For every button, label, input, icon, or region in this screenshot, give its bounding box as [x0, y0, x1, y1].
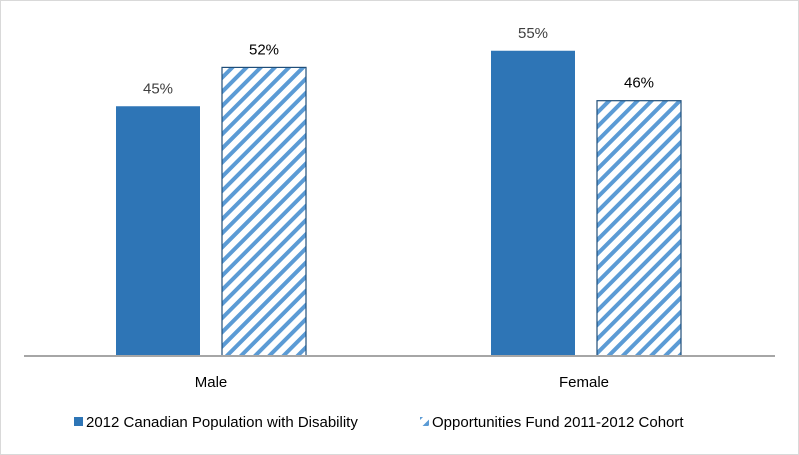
- data-label-female-series-2: 46%: [624, 75, 654, 92]
- data-label-male-series-1: 45%: [143, 80, 173, 97]
- bar-male-series-1: [116, 106, 200, 356]
- category-label-female: Female: [559, 374, 609, 391]
- legend-swatch-series-2: [420, 417, 429, 426]
- legend: 2012 Canadian Population with Disability…: [74, 414, 684, 431]
- bar-female-series-2: [596, 100, 682, 357]
- data-label-male-series-2: 52%: [249, 41, 279, 58]
- bar-female-series-1: [491, 50, 575, 356]
- legend-label-series-2: Opportunities Fund 2011-2012 Cohort: [432, 414, 684, 431]
- bar-male-series-2: [221, 66, 307, 357]
- legend-label-series-1: 2012 Canadian Population with Disability: [86, 414, 358, 431]
- category-label-male: Male: [195, 374, 228, 391]
- data-label-female-series-1: 55%: [518, 25, 548, 42]
- legend-swatch-series-1: [74, 417, 83, 426]
